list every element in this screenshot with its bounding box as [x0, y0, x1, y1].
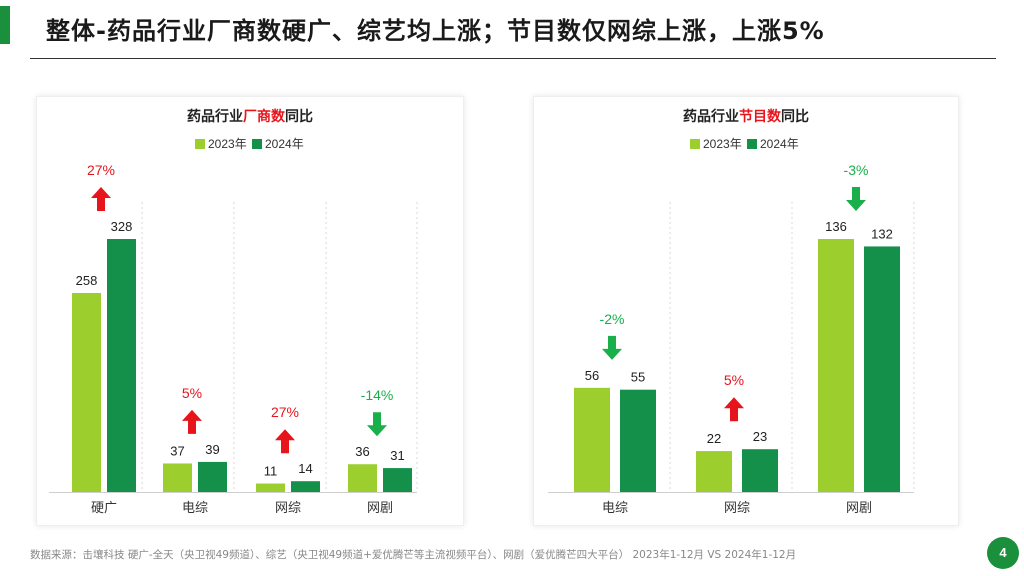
arrow-up-icon — [91, 187, 111, 211]
category-label: 网综 — [275, 501, 301, 516]
legend-label: 2024年 — [265, 137, 304, 151]
chart-title-part: 药品行业 — [187, 108, 243, 125]
change-label: -14% — [361, 387, 394, 403]
bar — [107, 239, 136, 492]
chart-legend: 2023年 2024年 — [195, 137, 304, 151]
chart-panel-manufacturers: 药品行业厂商数同比 2023年 2024年 258 328 硬广 27% 37 39 电综 5% 11… — [36, 96, 464, 526]
bar-value-label: 37 — [170, 443, 184, 458]
bar-value-label: 36 — [355, 444, 369, 459]
arrow-down-icon — [846, 187, 866, 211]
bar-value-label: 23 — [753, 429, 767, 444]
legend-label: 2023年 — [208, 137, 247, 151]
bar — [72, 292, 101, 492]
chart-title-part: 节目数 — [739, 108, 782, 125]
program-count-chart: 药品行业节目数同比 2023年 2024年 56 55 电综 -2% 22 23 网综 5% 136 1… — [548, 108, 915, 516]
bar-value-label: 258 — [76, 273, 98, 288]
title-accent-bar — [0, 6, 10, 44]
legend-swatch — [690, 139, 700, 149]
bar-value-label: 56 — [585, 368, 599, 383]
change-label: 5% — [182, 385, 202, 401]
bar — [742, 449, 778, 492]
bar — [291, 481, 320, 492]
chart-title-part: 药品行业 — [683, 108, 739, 125]
bar-value-label: 14 — [298, 461, 312, 476]
page-number-badge: 4 — [987, 537, 1019, 569]
arrow-up-icon — [182, 409, 202, 434]
manufacturer-count-chart: 药品行业厂商数同比 2023年 2024年 258 328 硬广 27% 37 39 电综 5% 11… — [49, 108, 418, 516]
chart-title: 药品行业节目数同比 — [683, 108, 809, 125]
bar — [198, 461, 227, 492]
chart-title-part: 同比 — [781, 108, 809, 125]
legend-swatch — [195, 139, 205, 149]
chart-legend: 2023年 2024年 — [690, 137, 799, 151]
arrow-down-icon — [602, 335, 622, 360]
category-label: 网剧 — [846, 501, 872, 516]
page-title: 整体-药品行业厂商数硬广、综艺均上涨；节目数仅网综上涨，上涨5% — [46, 17, 825, 45]
bar-value-label: 11 — [264, 464, 278, 479]
title-divider — [30, 58, 996, 59]
bar — [620, 389, 656, 492]
bar — [163, 463, 192, 492]
arrow-up-icon — [724, 397, 744, 422]
category-label: 硬广 — [91, 501, 117, 516]
chart-title: 药品行业厂商数同比 — [187, 108, 313, 125]
bar-value-label: 31 — [390, 448, 404, 463]
bar-value-label: 55 — [631, 370, 645, 385]
bar — [818, 239, 854, 492]
bar — [348, 464, 377, 492]
change-label: -3% — [844, 162, 869, 178]
category-label: 电综 — [182, 501, 208, 516]
arrow-up-icon — [275, 429, 295, 454]
bar-value-label: 328 — [111, 219, 133, 234]
legend-swatch — [252, 139, 262, 149]
change-label: -2% — [600, 311, 625, 327]
chart-title-part: 厂商数 — [243, 108, 286, 125]
bar-value-label: 136 — [825, 219, 847, 234]
bar — [574, 387, 610, 492]
legend-label: 2024年 — [760, 137, 799, 151]
bar — [383, 468, 412, 492]
category-label: 网综 — [724, 501, 750, 516]
bar-value-label: 39 — [205, 442, 219, 457]
bar — [256, 483, 285, 492]
category-label: 网剧 — [367, 501, 393, 516]
category-label: 电综 — [602, 501, 628, 516]
bar-value-label: 132 — [871, 226, 893, 241]
data-source-note: 数据来源：击壤科技 硬广-全天（央卫视49频道）、综艺（央卫视49频道+爱优腾芒… — [30, 549, 797, 561]
change-label: 27% — [271, 404, 299, 420]
bar-value-label: 22 — [707, 431, 721, 446]
bar — [864, 246, 900, 492]
change-label: 27% — [87, 162, 115, 178]
bar — [696, 451, 732, 492]
arrow-down-icon — [367, 412, 387, 437]
legend-swatch — [747, 139, 757, 149]
chart-panel-programs: 药品行业节目数同比 2023年 2024年 56 55 电综 -2% 22 23 网综 5% 136 1… — [533, 96, 959, 526]
legend-label: 2023年 — [703, 137, 742, 151]
chart-title-part: 同比 — [285, 108, 313, 125]
change-label: 5% — [724, 372, 744, 388]
